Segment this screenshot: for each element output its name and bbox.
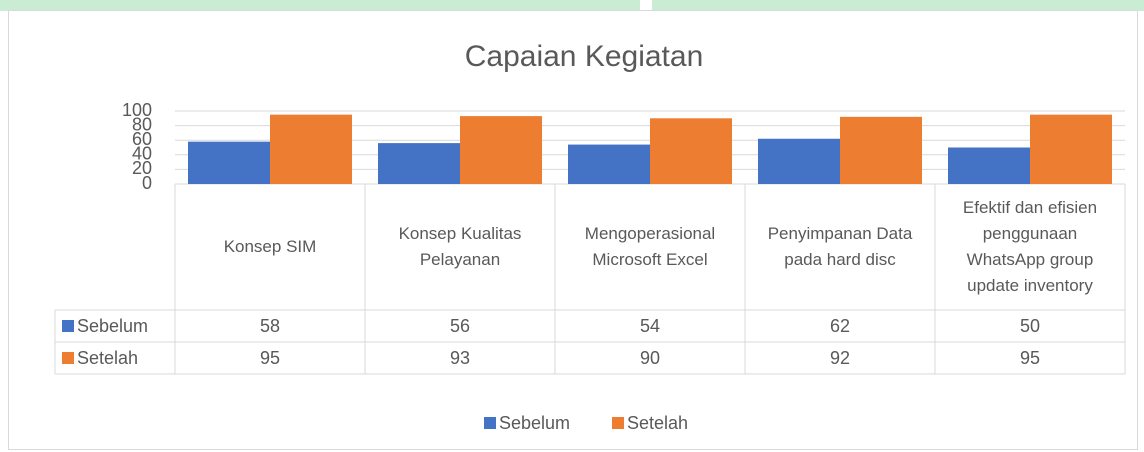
- bar: [568, 144, 650, 184]
- y-tick-label: 20: [132, 158, 152, 178]
- category-label: Konsep SIM: [223, 237, 317, 256]
- chart-title: Capaian Kegiatan: [465, 40, 704, 73]
- chart-frame: [8, 10, 1138, 450]
- y-tick-label: 0: [142, 173, 152, 193]
- table-value: 90: [640, 348, 660, 368]
- table-value: 95: [260, 348, 280, 368]
- bar: [758, 138, 840, 184]
- table-legend-key: [62, 320, 74, 332]
- background-band: [0, 0, 640, 11]
- bar: [460, 116, 542, 184]
- bar: [188, 141, 270, 184]
- category-label: Konsep Kualitas Pelayanan: [398, 224, 522, 269]
- legend-label: Setelah: [627, 413, 688, 433]
- table-value: 50: [1020, 316, 1040, 336]
- table-value: 54: [640, 316, 660, 336]
- table-value: 62: [830, 316, 850, 336]
- bar: [948, 147, 1030, 184]
- category-label: Efektif dan efisien penggunaan WhatsApp …: [962, 198, 1098, 295]
- table-value: 58: [260, 316, 280, 336]
- table-series-name: Setelah: [77, 348, 138, 368]
- y-tick-label: 100: [122, 100, 152, 120]
- table-legend-key: [62, 352, 74, 364]
- background-band: [652, 0, 1144, 11]
- table-series-name: Sebelum: [77, 316, 148, 336]
- legend-label: Sebelum: [499, 413, 570, 433]
- y-tick-label: 60: [132, 129, 152, 149]
- bar: [840, 116, 922, 184]
- category-label: Penyimpanan Data pada hard disc: [767, 224, 913, 269]
- legend-key: [484, 417, 496, 429]
- category-label: Mengoperasional Microsoft Excel: [584, 224, 716, 269]
- bar: [650, 118, 732, 184]
- y-tick-label: 40: [132, 144, 152, 164]
- table-value: 56: [450, 316, 470, 336]
- table-value: 95: [1020, 348, 1040, 368]
- table-value: 92: [830, 348, 850, 368]
- bar: [270, 114, 352, 184]
- table-value: 93: [450, 348, 470, 368]
- bar: [378, 143, 460, 184]
- y-tick-label: 80: [132, 114, 152, 134]
- legend-key: [612, 417, 624, 429]
- bar: [1030, 114, 1112, 184]
